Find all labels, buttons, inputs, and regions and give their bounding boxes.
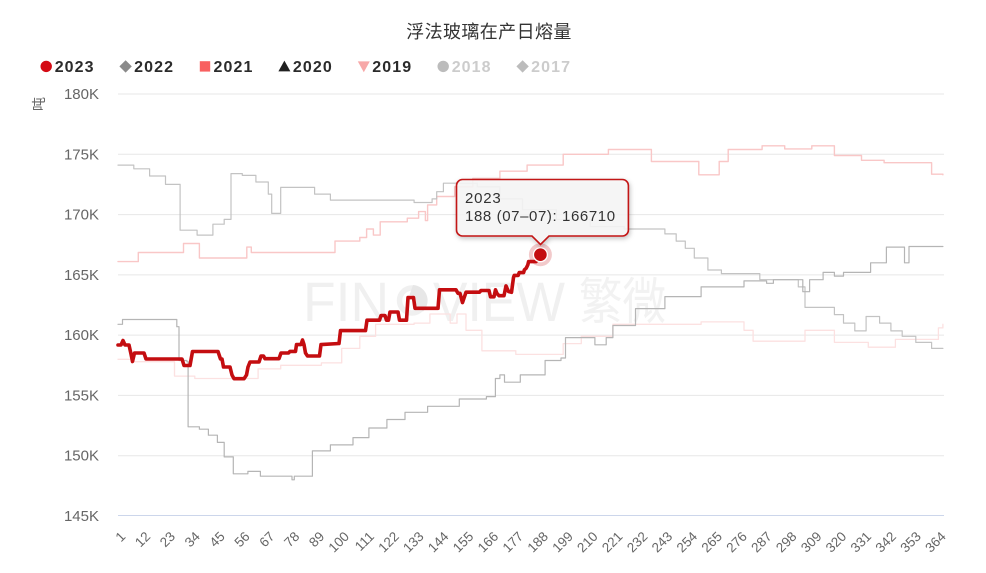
svg-text:155K: 155K <box>64 387 99 404</box>
svg-text:150K: 150K <box>64 448 99 465</box>
svg-text:2019: 2019 <box>372 59 412 76</box>
svg-text:170K: 170K <box>64 207 99 224</box>
svg-text:FIN: FIN <box>303 270 389 333</box>
svg-text:2023: 2023 <box>55 59 95 76</box>
svg-text:2023: 2023 <box>465 190 502 207</box>
svg-text:2021: 2021 <box>214 59 254 76</box>
svg-text:160K: 160K <box>64 327 99 344</box>
svg-text:繁微: 繁微 <box>579 274 666 330</box>
svg-text:2017: 2017 <box>531 59 571 76</box>
svg-text:2020: 2020 <box>293 59 333 76</box>
svg-text:浮法玻璃在产日熔量: 浮法玻璃在产日熔量 <box>406 22 572 42</box>
svg-text:180K: 180K <box>64 86 99 103</box>
svg-text:2018: 2018 <box>452 59 492 76</box>
svg-text:145K: 145K <box>64 508 99 525</box>
svg-text:188 (07–07): 166710: 188 (07–07): 166710 <box>465 208 616 225</box>
svg-text:175K: 175K <box>64 146 99 163</box>
svg-text:165K: 165K <box>64 267 99 284</box>
svg-text:吨: 吨 <box>31 97 47 111</box>
svg-text:2022: 2022 <box>134 59 174 76</box>
